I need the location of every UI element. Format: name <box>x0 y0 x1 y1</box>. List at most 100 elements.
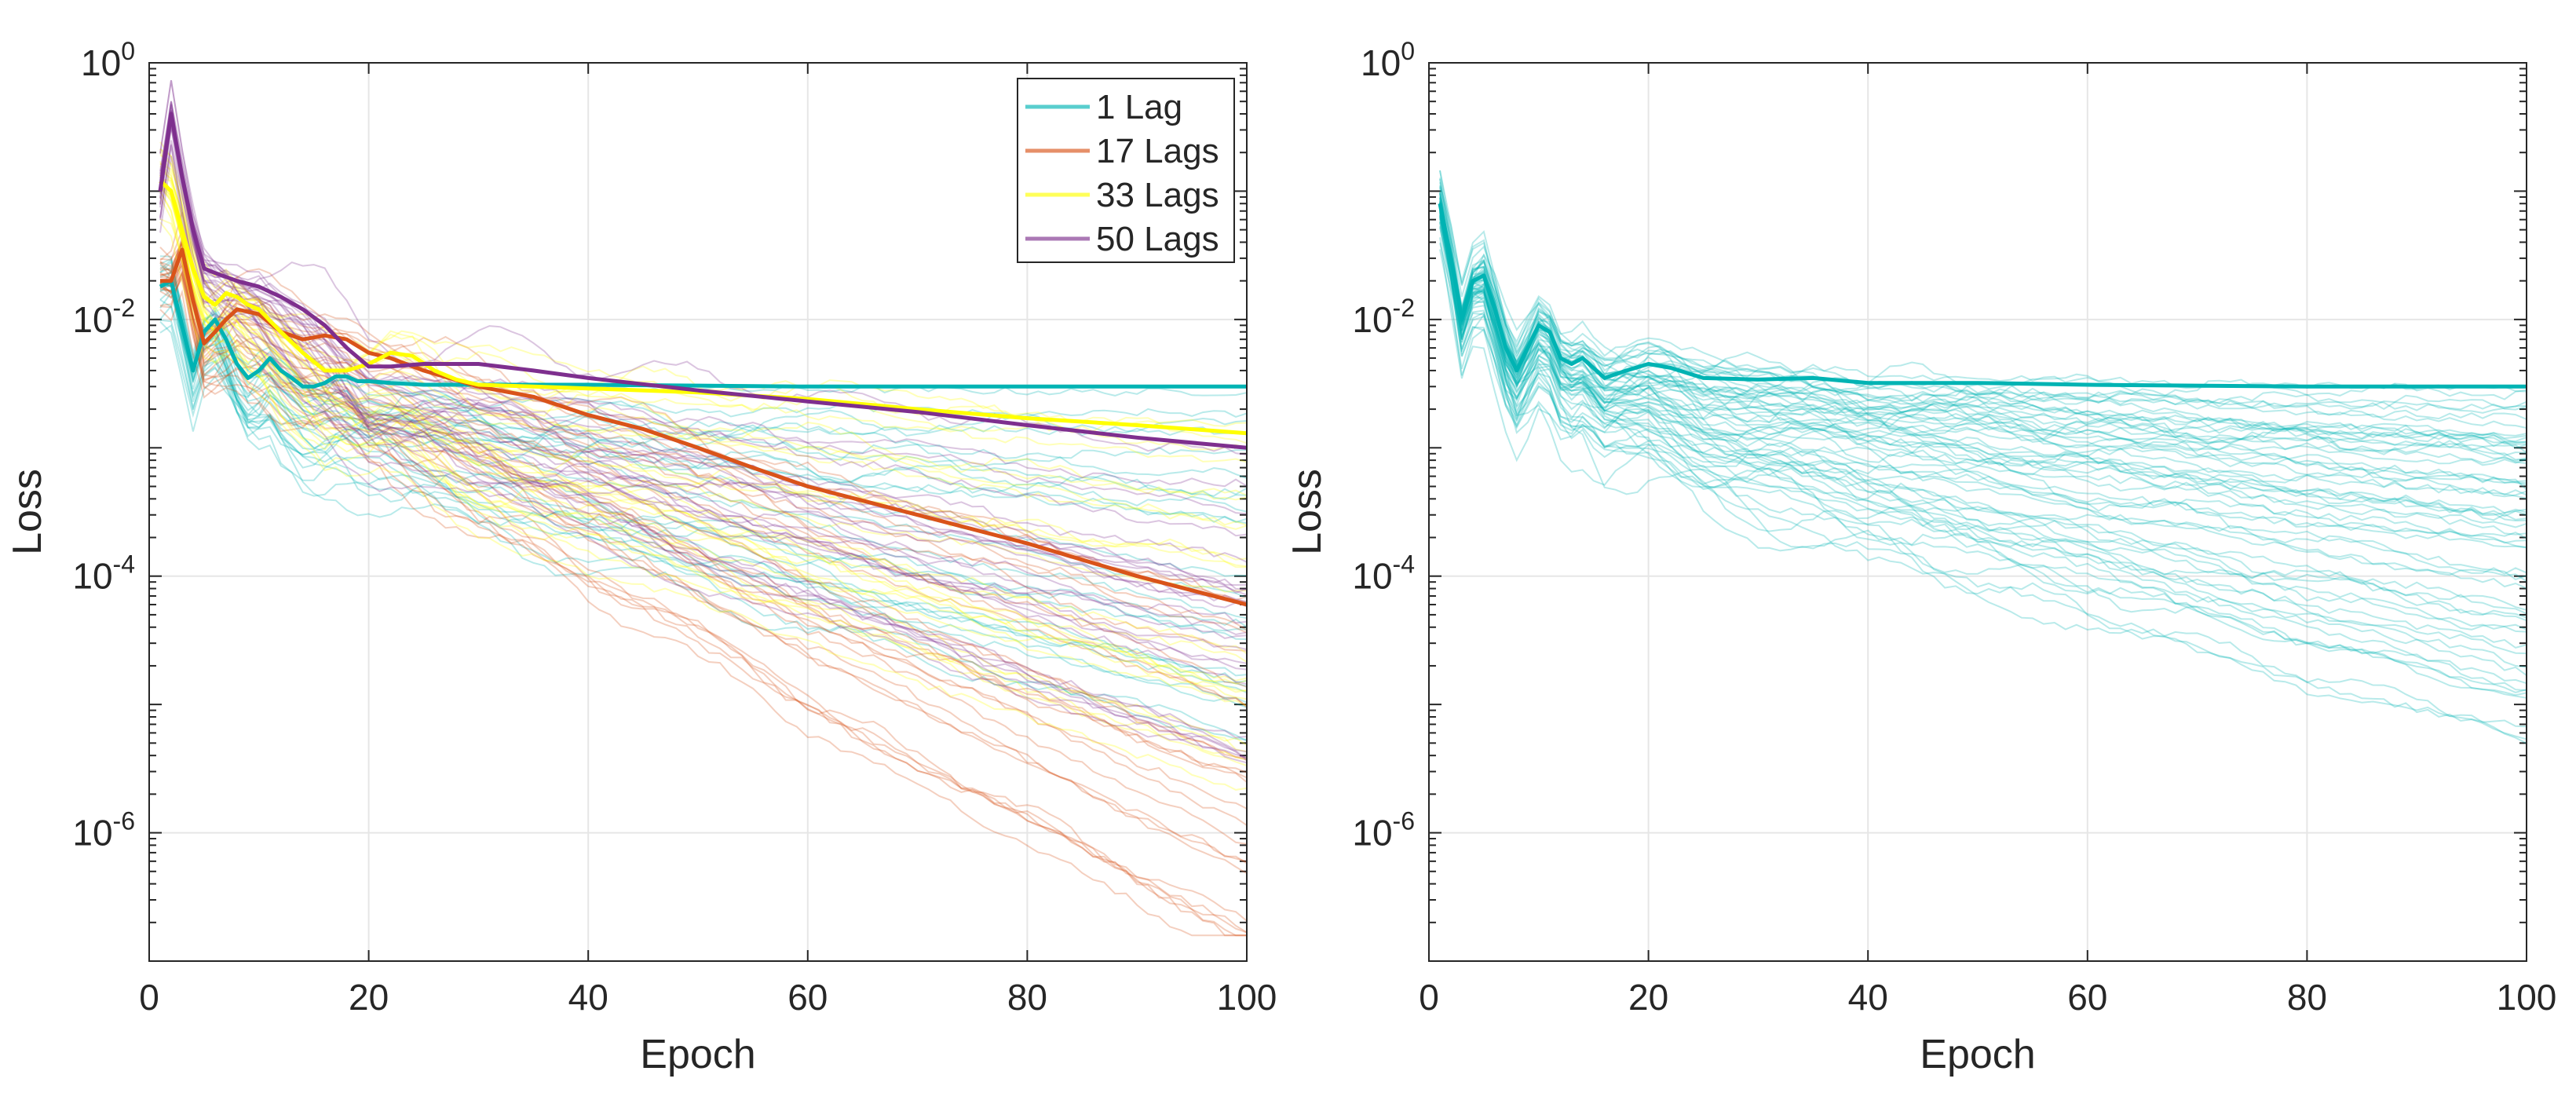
x-tick-label: 40 <box>1848 977 1888 1018</box>
right-background-traces <box>1439 170 2527 744</box>
right-chart: 0 20 40 60 80 100 100 10-2 10-4 10-6 Epoch Loss <box>1284 37 2556 1077</box>
background-trace <box>1439 187 2527 521</box>
background-trace <box>1439 200 2527 549</box>
background-trace <box>159 126 1248 664</box>
left-plot-frame <box>148 62 1248 962</box>
background-trace <box>159 178 1248 693</box>
background-trace <box>159 170 1248 526</box>
background-trace <box>1439 200 2527 692</box>
series-line-17-lags <box>160 247 1248 607</box>
background-trace <box>1439 215 2527 517</box>
legend-label: 17 Lags <box>1096 132 1219 170</box>
background-trace <box>1439 192 2527 484</box>
background-trace <box>1439 209 2527 454</box>
y-tick-label: 10-6 <box>1352 807 1415 854</box>
background-trace <box>159 124 1248 563</box>
background-trace <box>1439 201 2527 411</box>
x-tick-label: 80 <box>1007 977 1047 1018</box>
background-trace <box>1439 202 2527 420</box>
right-minor-ticks <box>1429 68 2527 962</box>
background-trace <box>159 241 1248 845</box>
right-x-ticks: 0 20 40 60 80 100 <box>1419 63 2556 1018</box>
background-trace <box>1439 203 2527 548</box>
background-trace <box>1439 178 2527 400</box>
right-y-axis-label: Loss <box>1284 469 1330 555</box>
background-trace <box>1439 202 2527 429</box>
background-trace <box>159 262 1247 937</box>
background-trace <box>159 276 1248 865</box>
background-trace <box>1439 202 2527 449</box>
left-background-traces <box>159 80 1248 937</box>
background-trace <box>159 118 1248 759</box>
background-trace <box>1439 227 2527 615</box>
background-trace <box>159 249 1248 875</box>
y-tick-label: 10-2 <box>1352 294 1415 340</box>
background-trace <box>1439 203 2527 517</box>
background-trace <box>1439 211 2527 693</box>
background-trace <box>159 271 1248 773</box>
background-trace <box>159 226 1248 922</box>
background-trace <box>159 269 1248 513</box>
background-trace <box>159 274 1248 934</box>
y-tick-label: 100 <box>1361 37 1415 83</box>
background-trace <box>159 288 1248 419</box>
background-trace <box>159 185 1248 530</box>
background-trace <box>159 101 1248 753</box>
left-legend: 1 Lag 17 Lags 33 Lags 50 Lags <box>1017 78 1235 263</box>
background-trace <box>159 140 1248 639</box>
background-trace <box>1439 181 2527 499</box>
x-tick-label: 0 <box>1419 977 1439 1018</box>
y-tick-label: 10-2 <box>72 294 135 340</box>
background-trace <box>1439 170 2527 581</box>
background-trace <box>159 256 1247 937</box>
left-x-axis-label: Epoch <box>640 1032 755 1077</box>
background-trace <box>1439 218 2527 437</box>
background-trace <box>159 110 1248 650</box>
background-trace <box>159 115 1248 624</box>
background-trace <box>159 163 1248 700</box>
background-trace <box>159 238 1248 761</box>
background-trace <box>159 110 1248 685</box>
background-trace <box>159 180 1248 707</box>
y-tick-label: 10-6 <box>72 807 135 854</box>
background-trace <box>159 165 1248 746</box>
background-trace <box>1439 218 2527 676</box>
background-trace <box>159 270 1248 934</box>
y-tick-label: 10-4 <box>72 550 135 597</box>
left-series-lines <box>158 112 1248 607</box>
x-tick-label: 100 <box>1217 977 1277 1018</box>
background-trace <box>1439 209 2527 539</box>
background-trace <box>1439 222 2527 740</box>
background-trace <box>159 145 1248 609</box>
background-trace <box>159 242 1248 826</box>
background-trace <box>159 256 1248 810</box>
y-tick-label: 100 <box>81 37 135 83</box>
background-trace <box>159 284 1248 694</box>
background-trace <box>159 266 1248 684</box>
background-trace <box>1439 207 2527 668</box>
x-tick-label: 0 <box>139 977 159 1018</box>
background-trace <box>1439 199 2527 696</box>
background-trace <box>159 174 1248 593</box>
background-trace <box>159 187 1248 501</box>
background-trace <box>1439 216 2527 528</box>
background-trace <box>159 174 1248 561</box>
right-plot-frame <box>1428 62 2527 962</box>
left-y-axis-label: Loss <box>5 469 50 555</box>
background-trace <box>159 154 1248 568</box>
background-trace <box>1439 192 2527 619</box>
background-trace <box>159 235 1248 601</box>
background-trace <box>159 161 1248 692</box>
background-trace <box>1439 216 2527 444</box>
background-trace <box>159 212 1248 652</box>
background-trace <box>159 264 1248 480</box>
y-tick-label: 10-4 <box>1352 550 1415 597</box>
background-trace <box>159 282 1248 577</box>
left-y-ticks: 100 10-2 10-4 10-6 <box>72 37 135 854</box>
series-line-mean <box>1438 203 2527 389</box>
background-trace <box>159 186 1248 761</box>
background-trace <box>1439 177 2527 582</box>
background-trace <box>159 110 1248 488</box>
background-trace <box>1439 210 2527 462</box>
